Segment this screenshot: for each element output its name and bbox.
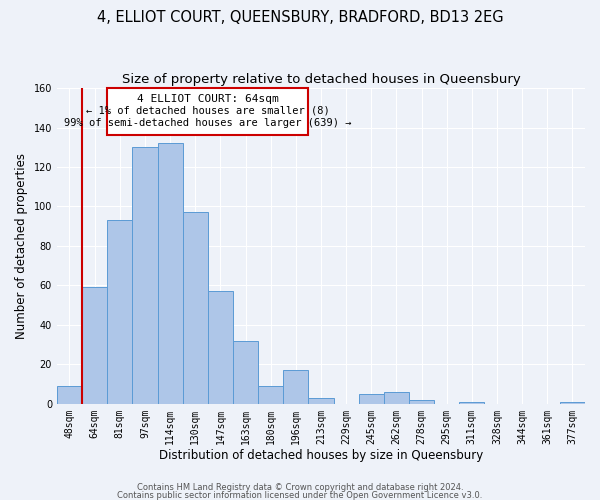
Bar [308,398,334,404]
Bar [107,220,133,404]
Bar [182,212,208,404]
Text: Contains public sector information licensed under the Open Government Licence v3: Contains public sector information licen… [118,490,482,500]
FancyBboxPatch shape [107,88,308,136]
Text: 4 ELLIOT COURT: 64sqm: 4 ELLIOT COURT: 64sqm [137,94,278,104]
Bar [133,148,158,404]
Bar [384,392,409,404]
Bar [57,386,82,404]
Bar [158,144,182,404]
Text: ← 1% of detached houses are smaller (8): ← 1% of detached houses are smaller (8) [86,106,329,116]
Title: Size of property relative to detached houses in Queensbury: Size of property relative to detached ho… [122,72,520,86]
Bar [233,340,258,404]
Bar [208,292,233,404]
Bar [283,370,308,404]
Text: 99% of semi-detached houses are larger (639) →: 99% of semi-detached houses are larger (… [64,118,352,128]
Text: 4, ELLIOT COURT, QUEENSBURY, BRADFORD, BD13 2EG: 4, ELLIOT COURT, QUEENSBURY, BRADFORD, B… [97,10,503,25]
Bar [359,394,384,404]
Bar [409,400,434,404]
X-axis label: Distribution of detached houses by size in Queensbury: Distribution of detached houses by size … [159,450,483,462]
Bar [258,386,283,404]
Text: Contains HM Land Registry data © Crown copyright and database right 2024.: Contains HM Land Registry data © Crown c… [137,484,463,492]
Bar [560,402,585,404]
Bar [459,402,484,404]
Y-axis label: Number of detached properties: Number of detached properties [15,153,28,339]
Bar [82,288,107,404]
